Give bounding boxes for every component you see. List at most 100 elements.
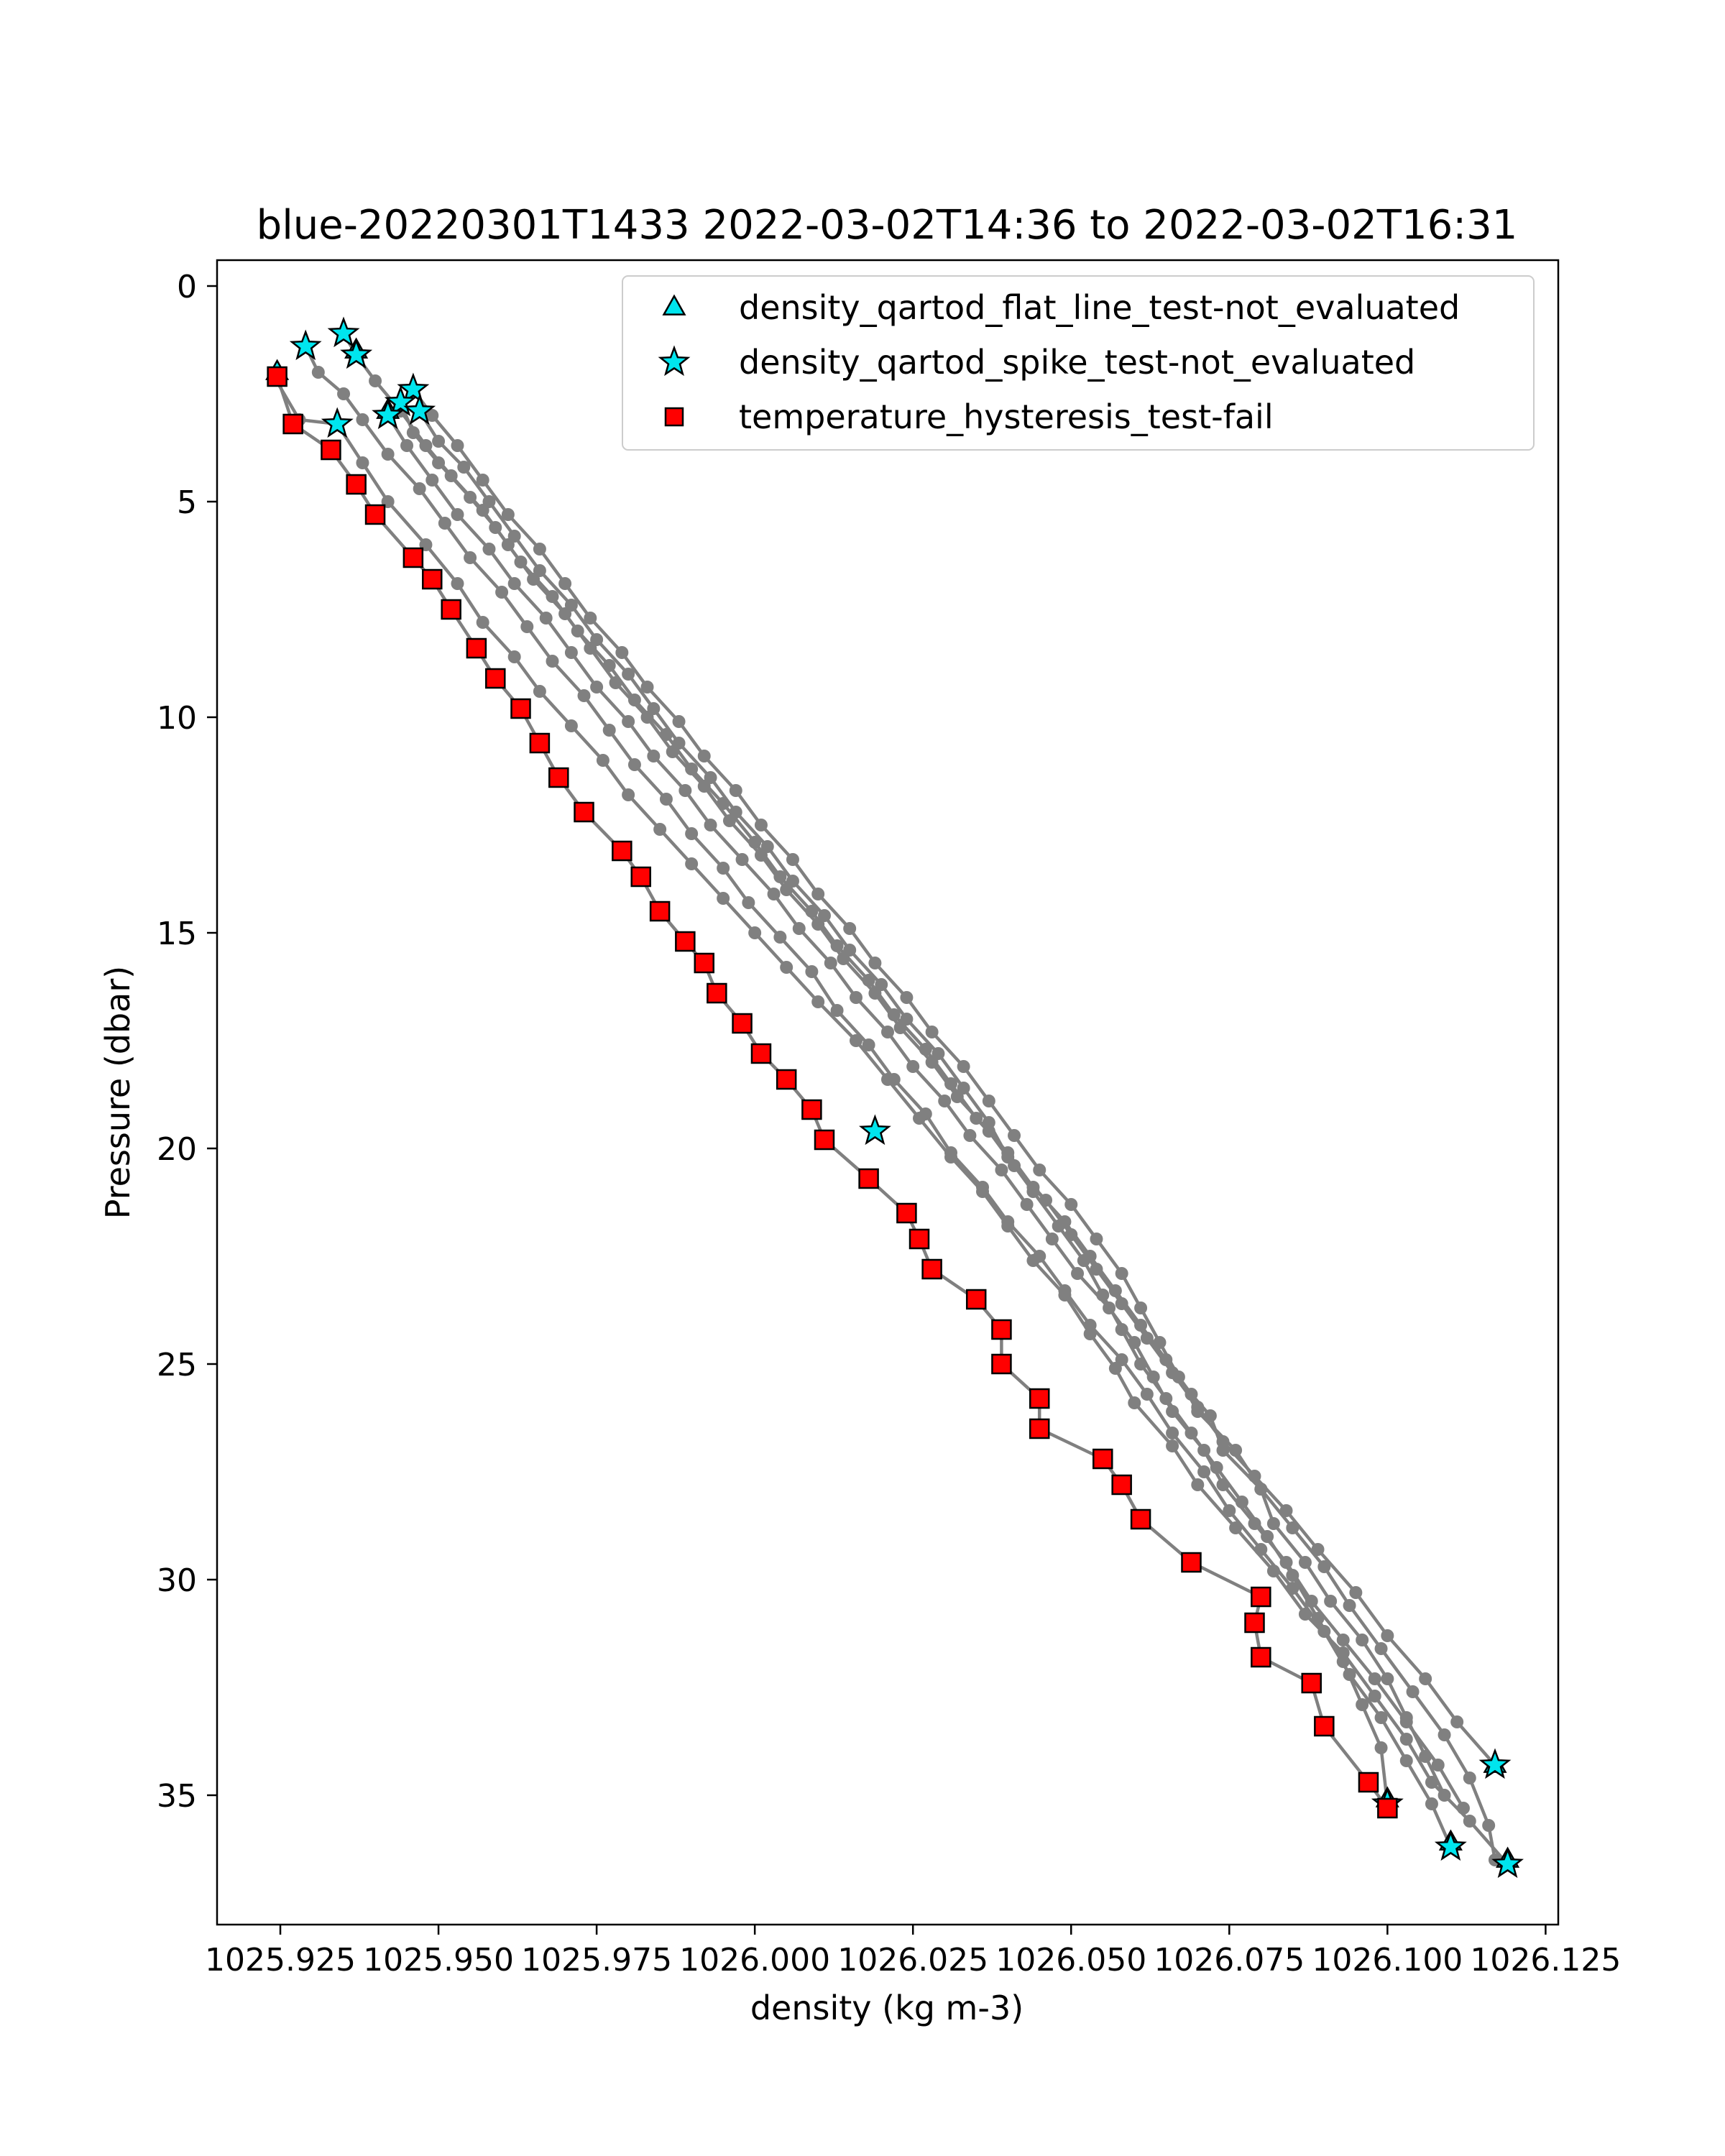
profile-point xyxy=(1356,1698,1369,1711)
profile-point xyxy=(520,620,534,633)
profile-point xyxy=(1399,1711,1413,1724)
profile-point xyxy=(584,612,597,625)
y-axis: 0 5 10 15 20 25 30 35 xyxy=(157,269,217,1815)
square-marker xyxy=(441,599,461,620)
profile-point xyxy=(817,909,831,922)
profile-point xyxy=(1368,1672,1381,1685)
square-marker xyxy=(1358,1772,1379,1793)
star-marker xyxy=(403,394,436,425)
profile-point xyxy=(773,870,787,883)
profile-point xyxy=(1349,1586,1363,1599)
square-marker xyxy=(801,1099,822,1120)
profile-point xyxy=(1159,1392,1173,1405)
profile-point xyxy=(356,413,369,426)
profile-point xyxy=(1191,1478,1205,1491)
profile-point xyxy=(426,474,439,487)
profile-point xyxy=(1317,1560,1331,1573)
series-square xyxy=(267,366,1398,1819)
profile-point xyxy=(1058,1284,1072,1297)
profile-point xyxy=(1336,1634,1350,1646)
x-axis: 1025.925 1025.950 1025.975 1026.000 1026.025… xyxy=(205,1925,1621,1978)
profile-point xyxy=(1134,1319,1148,1332)
profile-point xyxy=(1235,1496,1248,1508)
profile-point xyxy=(1374,1741,1388,1754)
profile-point xyxy=(1108,1284,1122,1297)
profile-point xyxy=(647,702,661,715)
profile-point xyxy=(476,616,489,629)
square-marker xyxy=(1181,1552,1202,1573)
profile-point xyxy=(717,892,730,905)
profile-point xyxy=(596,754,610,767)
profile-point xyxy=(1438,1789,1451,1802)
profile-point xyxy=(1184,1427,1198,1439)
profile-point xyxy=(337,387,351,400)
star-marker xyxy=(372,398,405,430)
square-marker xyxy=(466,637,487,659)
profile-point xyxy=(919,1043,932,1056)
profile-point xyxy=(685,827,699,840)
profile-point xyxy=(1020,1198,1034,1211)
profile-point xyxy=(1286,1569,1300,1582)
profile-point xyxy=(571,625,584,637)
square-marker xyxy=(1314,1715,1335,1737)
x-axis-label: density (kg m-3) xyxy=(750,1989,1024,2027)
profile-point xyxy=(1216,1444,1230,1457)
profile-point xyxy=(1197,1465,1211,1478)
square-marker xyxy=(991,1319,1012,1340)
legend-entry: density_qartod_spike_test-not_evaluated xyxy=(658,343,1415,382)
profile-point xyxy=(432,456,446,469)
profile-point xyxy=(1261,1530,1274,1543)
profile-point xyxy=(451,508,464,521)
profile-point xyxy=(1140,1388,1154,1401)
profile-point xyxy=(1172,1370,1185,1383)
profile-point xyxy=(1115,1323,1128,1336)
star-marker xyxy=(321,407,354,438)
profile-point xyxy=(849,1034,862,1047)
legend-label: temperature_hysteresis_test-fail xyxy=(739,397,1274,436)
star-marker xyxy=(327,316,360,348)
square-marker xyxy=(814,1129,835,1151)
profile-point xyxy=(811,888,825,900)
profile-point xyxy=(1254,1543,1268,1556)
square-marker xyxy=(612,840,632,862)
profile-point xyxy=(1033,1250,1046,1263)
profiles-layer xyxy=(267,327,1514,1871)
square-marker xyxy=(1244,1612,1265,1634)
profile-point xyxy=(1463,1815,1476,1828)
x-tick-label: 1026.125 xyxy=(1470,1942,1621,1978)
profile-point xyxy=(482,543,496,556)
profile-point xyxy=(760,840,774,853)
profile-point xyxy=(805,965,819,978)
profile-point xyxy=(982,1116,995,1129)
square-marker xyxy=(1092,1448,1113,1470)
profile-point xyxy=(451,577,464,590)
profile-point xyxy=(811,995,825,1008)
x-tick-label: 1026.075 xyxy=(1154,1942,1305,1978)
profile-point xyxy=(1033,1164,1046,1176)
profile-point xyxy=(432,435,446,448)
profile-point xyxy=(659,793,673,806)
profile-point xyxy=(311,366,325,379)
star-marker xyxy=(384,385,417,417)
profile-point xyxy=(862,974,875,987)
legend-entries: density_qartod_flat_line_test-not_evalua… xyxy=(658,288,1460,436)
square-marker xyxy=(574,801,594,823)
profile-point xyxy=(1450,1715,1464,1728)
profile-point xyxy=(786,853,799,866)
profile-point xyxy=(381,448,395,461)
profile-point xyxy=(647,750,661,763)
profile-point xyxy=(1166,1405,1179,1418)
profile-point xyxy=(1115,1267,1128,1280)
profile-point xyxy=(464,491,477,504)
square-marker xyxy=(402,547,424,568)
x-tick-label: 1025.925 xyxy=(205,1942,356,1978)
profile-point xyxy=(1286,1521,1300,1534)
square-marker xyxy=(675,931,696,952)
star-marker xyxy=(859,1114,891,1146)
profile-point xyxy=(1254,1483,1268,1496)
profile-point xyxy=(843,922,857,935)
square-marker xyxy=(1251,1646,1271,1668)
profile-point xyxy=(1431,1759,1445,1772)
profile-point xyxy=(957,1082,970,1095)
